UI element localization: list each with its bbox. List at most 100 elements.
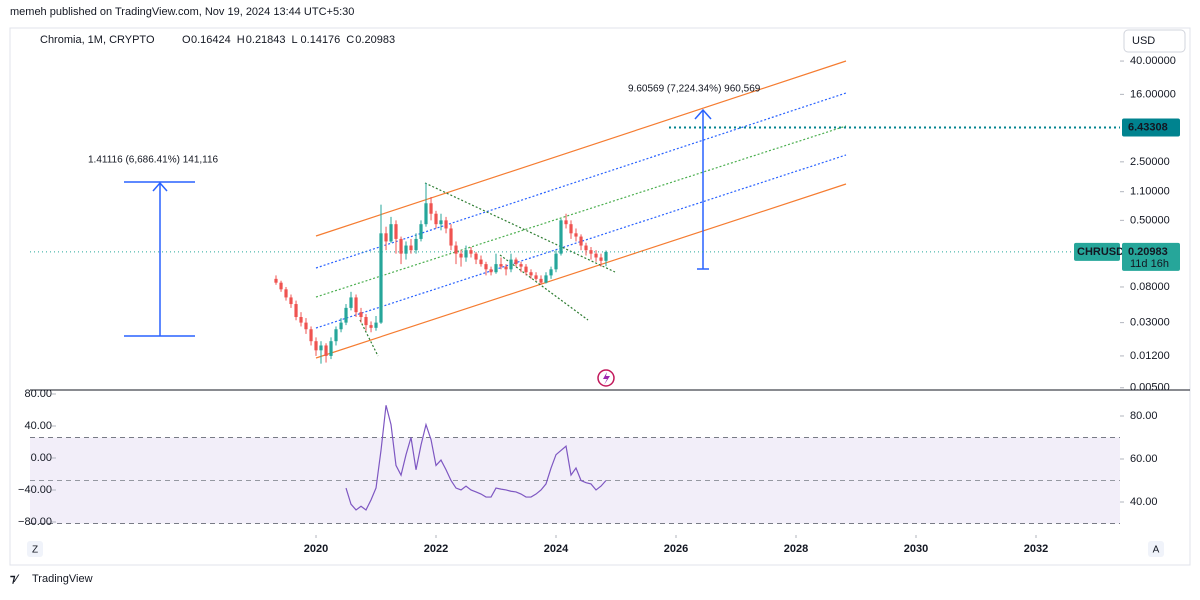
candle-body (409, 245, 413, 251)
candle-body (464, 250, 468, 258)
candle-body (559, 220, 563, 254)
ohlc-key: H (237, 34, 245, 46)
candle-body (294, 304, 298, 318)
candle-body (574, 233, 578, 237)
candle-body (474, 253, 478, 260)
candle-body (494, 264, 498, 273)
candle-body (599, 257, 603, 261)
ohlc: O 0.16424 H 0.21843 L 0.14176 C 0.20983 (182, 34, 395, 46)
candle-body (594, 253, 598, 258)
button[interactable] (27, 541, 43, 557)
candle-body (359, 312, 363, 318)
y-tick-label: 1.10000 (1130, 186, 1170, 198)
candle-body (429, 203, 433, 214)
button[interactable] (1148, 541, 1164, 557)
candle-body (554, 253, 558, 270)
last-price-box (1122, 242, 1180, 271)
candle-body (349, 297, 353, 308)
candle-body (309, 329, 313, 342)
ohlc-key: C (346, 34, 354, 46)
candle-body (539, 278, 543, 283)
y-tick-label: 2.50000 (1130, 156, 1170, 168)
candle-body (404, 245, 408, 254)
candle-body (524, 266, 528, 273)
candle-body (604, 251, 608, 261)
candle-body (444, 220, 448, 229)
publisher: memeh published on TradingView.com, Nov … (10, 6, 354, 18)
y-tick-label: 40.00 (24, 420, 52, 432)
candle-body (279, 282, 283, 290)
rsi-line (345, 405, 607, 511)
candle-body (374, 322, 378, 328)
candle-body (314, 341, 318, 351)
candle-body (439, 220, 443, 225)
candle-body (589, 250, 593, 254)
brand: TradingView (32, 573, 93, 585)
y-tick-label: 0.08000 (1130, 281, 1170, 293)
candle-body (449, 228, 453, 246)
ohlc-value: 0.16424 (191, 34, 231, 46)
y-tick-label: −40.00 (18, 484, 52, 496)
candle-body (529, 272, 533, 276)
candle-body (399, 238, 403, 254)
candle-body (499, 264, 503, 267)
y-tick-label: 16.00000 (1130, 88, 1176, 100)
last-symbol: CHRUSD (1077, 246, 1124, 258)
candle-body (414, 238, 418, 251)
channel-middle (315, 125, 847, 298)
currency-button[interactable] (1123, 29, 1186, 53)
channel-top (315, 60, 847, 237)
candle-body (579, 236, 583, 246)
candle-body (424, 203, 428, 225)
button-label: Z (32, 545, 38, 556)
event-bolt (603, 372, 610, 385)
y-tick-label: 40.00000 (1130, 55, 1176, 67)
brand-logo: ⁊⁄ (10, 573, 19, 585)
ohlc-key: O (182, 34, 191, 46)
arrow-head (694, 108, 712, 120)
candle-body (344, 307, 348, 323)
ohlc-value: 0.20983 (355, 34, 395, 46)
annotation: 1.41116 (6,686.41%) 141,116 (88, 155, 219, 166)
y-tick-label: 0.00 (31, 452, 52, 464)
candle-body (324, 345, 328, 356)
candle-body (339, 322, 343, 330)
candle-body (454, 245, 458, 254)
x-tick-label: 2028 (784, 543, 808, 555)
channel (315, 60, 847, 359)
currency: USD (1132, 35, 1155, 47)
candle-body (459, 253, 463, 258)
candle-body (329, 341, 333, 356)
y-tick-label: 0.50000 (1130, 214, 1170, 226)
candle-body (319, 345, 323, 351)
candle-body (514, 259, 518, 265)
candle-body (299, 317, 303, 323)
channel-bottom (315, 183, 847, 359)
candle-body (354, 297, 358, 313)
price-line-box (1122, 118, 1180, 137)
candle-body (434, 213, 438, 225)
candle-body (504, 266, 508, 270)
candle-body (509, 259, 513, 270)
x-tick-label: 2026 (664, 543, 688, 555)
candle-body (534, 275, 538, 279)
candle-body (549, 269, 553, 276)
candle-body (364, 317, 368, 326)
event-icon[interactable] (597, 369, 615, 387)
candle-body (369, 325, 373, 328)
y-tick-label: −80.00 (18, 516, 52, 528)
candle-body (384, 233, 388, 242)
x-tick-label: 2032 (1024, 543, 1048, 555)
y-tick-label: 0.00500 (1130, 382, 1170, 394)
ohlc-value: 0.14176 (301, 34, 341, 46)
candle-body (489, 269, 493, 273)
price-line-label: 6.43308 (1128, 121, 1168, 133)
button-label: A (1153, 545, 1160, 556)
candle-body (334, 329, 338, 342)
candle-body (569, 224, 573, 234)
candle-body (419, 224, 423, 239)
y2-tick-label: 40.00 (1130, 496, 1158, 508)
candle-body (544, 275, 548, 283)
